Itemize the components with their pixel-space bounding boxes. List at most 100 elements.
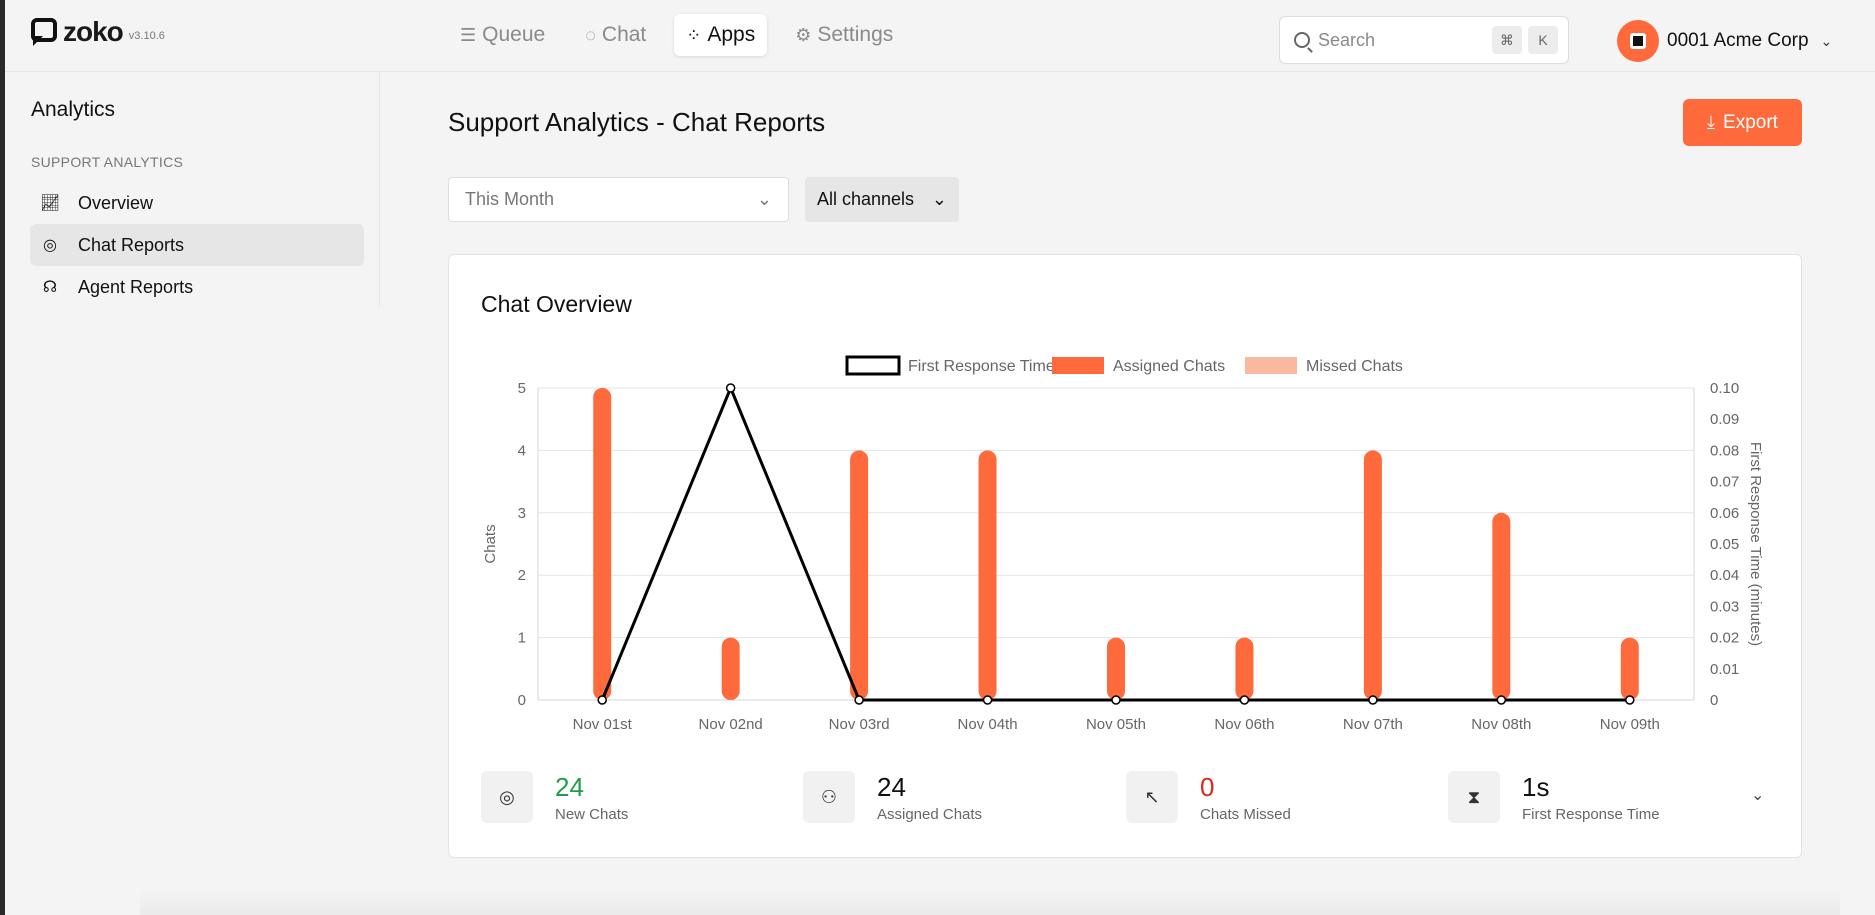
hourglass-icon: ⧗ [1448,771,1500,823]
export-label: Export [1723,111,1778,133]
chat-overview-chart: 0 1 2 3 4 5 0 0.01 0.02 0.03 0.04 0.05 0.06 0.07 0.08 0… [482,355,1764,733]
stat-value: 24 [555,771,584,802]
legend-label: First Response Time [908,358,1055,375]
x-tick-label: Nov 04th [958,716,1018,733]
chevron-down-icon: ⌄ [931,189,947,209]
bar-assigned-chats [1107,637,1125,700]
search-input[interactable]: Search ⌘ K [1279,16,1569,64]
bar-assigned-chats [1363,450,1382,700]
y-axis-title: Chats [482,524,499,563]
stats-row: ◎ 24 New Chats ⚇ 24 Assigned Chats ↖ 0 C… [481,771,1781,831]
logo-icon [31,18,57,46]
period-select[interactable]: This Month ⌄ [448,177,789,222]
stat-value: 1s [1522,771,1550,802]
bottom-shadow [140,890,1840,915]
y2-tick-label: 0.10 [1710,380,1739,397]
card-title: Chat Overview [481,291,632,317]
app-logo[interactable]: zoko v3.10.6 [31,18,165,46]
y2-tick-label: 0 [1710,692,1718,709]
stat-label: First Response Time [1522,805,1660,823]
nav-chat[interactable]: ◌ Chat [573,14,658,56]
point-first-response-time [1496,695,1507,705]
page-title: Support Analytics - Chat Reports [448,107,826,137]
y2-tick-label: 0.02 [1710,630,1739,647]
agent-icon: ☊ [42,279,58,296]
x-tick-label: Nov 02nd [699,716,763,733]
x-tick-label: Nov 08th [1471,716,1531,733]
stat-first-response-time: ⧗ 1s First Response Time [1448,771,1660,823]
x-tick-label: Nov 05th [1086,716,1146,733]
nav-label: Settings [817,23,894,46]
chat-bubble-icon [1630,33,1646,49]
y2-tick-label: 0.01 [1710,661,1739,678]
y-tick-label: 0 [518,692,526,709]
sidebar-title: Analytics [31,98,116,121]
point-first-response-time [1239,695,1250,705]
shortcut-key-k: K [1528,26,1558,54]
bar-assigned-chats [1620,637,1639,700]
sidebar-item-label: Overview [78,192,154,213]
legend-label: Assigned Chats [1113,358,1225,375]
shortcut-key-cmd: ⌘ [1492,26,1522,54]
nav-queue[interactable]: ☰ Queue [448,14,557,56]
stat-label: Assigned Chats [877,805,983,823]
y2-tick-label: 0.04 [1710,567,1739,584]
x-tick-label: Nov 06th [1214,716,1274,733]
y2-tick-label: 0.05 [1710,536,1739,553]
point-first-response-time [982,695,993,705]
y2-axis-title: First Response Time (minutes) [1747,442,1764,646]
y-tick-label: 4 [518,442,526,459]
main-nav: ☰ Queue ◌ Chat ⁘ Apps ⚙ Settings [448,14,905,56]
chat-icon: ◎ [43,237,57,254]
y-tick-label: 1 [518,630,526,647]
missed-icon: ↖ [1126,771,1178,823]
nav-apps[interactable]: ⁘ Apps [674,14,768,56]
account-switcher[interactable]: 0001 Acme Corp ⌄ [1617,20,1832,62]
sidebar-section-label: SUPPORT ANALYTICS [31,154,184,170]
search-placeholder: Search [1318,29,1376,50]
legend-swatch [1245,357,1297,374]
point-first-response-time [1625,695,1635,705]
nav-label: Chat [601,23,647,46]
chevron-down-icon: ⌄ [1820,32,1833,49]
logo-text: zoko [63,16,124,47]
gear-icon: ⚙ [795,24,812,45]
assign-icon: ⚇ [803,771,855,823]
export-button[interactable]: ⤓ Export [1683,99,1802,146]
sidebar: Analytics SUPPORT ANALYTICS 📈︎ Overview … [5,72,380,307]
top-bar: zoko v3.10.6 ☰ Queue ◌ Chat ⁘ Apps ⚙ Set… [5,0,1875,72]
nav-settings[interactable]: ⚙ Settings [783,14,905,56]
bar-assigned-chats [1492,512,1511,700]
y2-tick-label: 0.07 [1710,474,1739,491]
channel-select[interactable]: All channels ⌄ [805,177,959,222]
y2-tick-label: 0.03 [1710,598,1739,615]
sidebar-item-label: Agent Reports [78,276,194,297]
account-name: 0001 Acme Corp [1667,30,1809,51]
avatar [1617,20,1659,62]
bar-assigned-chats [1235,637,1254,700]
stat-value: 0 [1200,771,1215,802]
y2-tick-label: 0.06 [1710,505,1739,522]
point-first-response-time [854,695,864,705]
sidebar-item-label: Chat Reports [78,234,185,255]
bar-assigned-chats [850,450,869,700]
x-tick-label: Nov 03rd [829,716,890,733]
period-value: This Month [465,189,555,209]
y-tick-label: 2 [518,567,526,584]
bar-assigned-chats [593,388,612,700]
point-first-response-time [725,383,736,393]
sidebar-item-overview[interactable]: 📈︎ Overview [30,182,364,224]
point-first-response-time [1111,695,1121,705]
x-tick-label: Nov 07th [1343,716,1403,733]
sidebar-item-chat-reports[interactable]: ◎ Chat Reports [30,224,364,266]
x-tick-label: Nov 09th [1600,716,1660,733]
x-tick-label: Nov 01st [573,716,633,733]
expand-stats-chevron-icon[interactable]: ⌄ [1751,787,1765,804]
chevron-down-icon: ⌄ [756,189,772,209]
y-tick-label: 3 [518,505,526,522]
sidebar-item-agent-reports[interactable]: ☊ Agent Reports [30,266,364,308]
stat-new-chats: ◎ 24 New Chats [481,771,628,823]
app-version: v3.10.6 [128,30,165,42]
sidebar-list: 📈︎ Overview ◎ Chat Reports ☊ Agent Repor… [30,182,364,308]
stat-chats-missed: ↖ 0 Chats Missed [1126,771,1291,823]
